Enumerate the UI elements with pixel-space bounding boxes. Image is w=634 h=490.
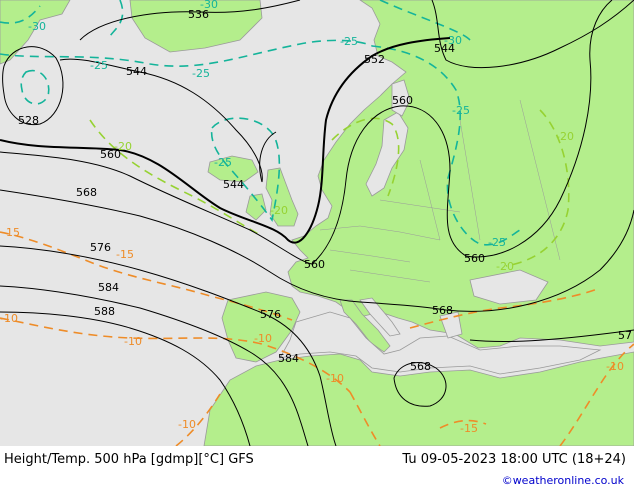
height-contour-588 <box>0 311 251 446</box>
height-label: 576 <box>260 308 281 321</box>
temp-contour-minus10-se <box>559 343 634 446</box>
temp-label: -20 <box>496 260 514 273</box>
temp-label: -10 <box>178 418 196 431</box>
height-contour-528 <box>2 46 64 126</box>
height-label: 536 <box>188 8 209 21</box>
height-label: 560 <box>304 258 325 271</box>
map-footer: Height/Temp. 500 hPa [gdmp][°C] GFS Tu 0… <box>0 446 634 490</box>
temp-label: -30 <box>444 34 462 47</box>
temp-label: -30 <box>28 20 46 33</box>
temp-label: -20 <box>114 140 132 153</box>
temp-contour-minus15 <box>0 231 293 321</box>
height-label: 568 <box>432 304 453 317</box>
temp-label: -20 <box>556 130 574 143</box>
height-label: 544 <box>223 178 244 191</box>
height-label: 568 <box>410 360 431 373</box>
inland-seas <box>279 79 602 375</box>
temp-label: -25 <box>214 156 232 169</box>
temp-label: -25 <box>340 35 358 48</box>
temp-contour-minus10-west <box>0 317 351 393</box>
temp-contour-minus30-ring <box>20 69 50 105</box>
height-contour-560-east <box>311 0 613 265</box>
height-label: 568 <box>76 186 97 199</box>
temp-label: -25 <box>90 59 108 72</box>
temp-contour-minus15-east <box>409 287 601 329</box>
height-label: 560 <box>464 252 485 265</box>
height-contour-544-east <box>431 0 634 69</box>
temp-label: -15 <box>460 422 478 435</box>
temp-label: -25 <box>488 236 506 249</box>
height-label: 552 <box>364 53 385 66</box>
temp-contour-minus20-west <box>89 119 263 237</box>
temp-contour-minus25-scand <box>371 45 521 246</box>
land-iberia <box>221 291 301 363</box>
temp-label: -25 <box>452 104 470 117</box>
height-label: 57 <box>618 329 632 342</box>
height-label: 528 <box>18 114 39 127</box>
temp-label: -30 <box>200 0 218 11</box>
temp-label: -15 <box>116 248 134 261</box>
valid-time: Tu 09-05-2023 18:00 UTC (18+24) <box>402 452 626 467</box>
height-labels: 536 544 544 544 552 560 560 560 560 528 … <box>18 8 632 373</box>
temp-label: -10 <box>326 372 344 385</box>
temp-contour-minus20-scand <box>331 117 400 197</box>
height-contour-584 <box>0 285 309 446</box>
land-africa <box>203 351 634 446</box>
temperature-labels: -30 -30 -30 -25 -25 -25 -25 -25 -25 -20 … <box>0 0 624 435</box>
height-contour-576-a <box>0 245 337 446</box>
height-label: 560 <box>100 148 121 161</box>
height-label: 560 <box>392 94 413 107</box>
land-canada <box>0 0 71 65</box>
temp-contour-minus30-ne <box>379 0 471 41</box>
height-contour-544-west <box>59 58 263 183</box>
temp-label: -10 <box>254 332 272 345</box>
baltic-sea <box>365 111 409 197</box>
temp-label: -15 <box>2 226 20 239</box>
height-label: 588 <box>94 305 115 318</box>
temp-contour-minus30-greenland <box>109 0 124 37</box>
height-label: 584 <box>278 352 299 365</box>
weather-map: 536 544 544 544 552 560 560 560 560 528 … <box>0 0 634 446</box>
land-iceland <box>207 155 259 183</box>
temp-label: -10 <box>124 335 142 348</box>
temp-label: -20 <box>270 204 288 217</box>
temp-label: -10 <box>606 360 624 373</box>
temp-contour-minus30-top <box>0 5 41 24</box>
credit-link[interactable]: ©weatheronline.co.uk <box>501 474 624 487</box>
height-label: 584 <box>98 281 119 294</box>
height-label: 544 <box>434 42 455 55</box>
temp-contour-minus10-east <box>349 391 381 446</box>
mediterranean-sea <box>279 311 602 375</box>
height-contour-560-west <box>0 151 313 265</box>
map-title: Height/Temp. 500 hPa [gdmp][°C] GFS <box>4 452 254 467</box>
temp-label: -10 <box>0 312 18 325</box>
height-label: 576 <box>90 241 111 254</box>
country-borders <box>319 99 561 283</box>
land-great-britain <box>265 167 299 227</box>
adriatic-sea <box>359 297 401 337</box>
height-contour-552-thick <box>0 37 451 244</box>
height-contour-576-b <box>469 329 634 343</box>
temp-contour-minus25-atlantic <box>0 39 373 67</box>
temp-label: -25 <box>192 67 210 80</box>
height-contour-536 <box>79 0 301 41</box>
temp-contour-minus20-east <box>505 109 570 267</box>
black-sea <box>469 269 549 305</box>
land-ireland <box>245 193 267 221</box>
height-contours <box>0 0 634 446</box>
temp-contour-minus15-crete <box>439 419 487 429</box>
temperature-contours <box>0 0 634 446</box>
height-label: 544 <box>126 65 147 78</box>
temp-contour-minus10-africa <box>175 393 221 446</box>
height-contour-568 <box>0 189 634 312</box>
height-contour-544-north <box>259 131 277 183</box>
height-contour-568-loop <box>393 362 447 407</box>
temp-contour-minus25-loop <box>210 117 281 222</box>
